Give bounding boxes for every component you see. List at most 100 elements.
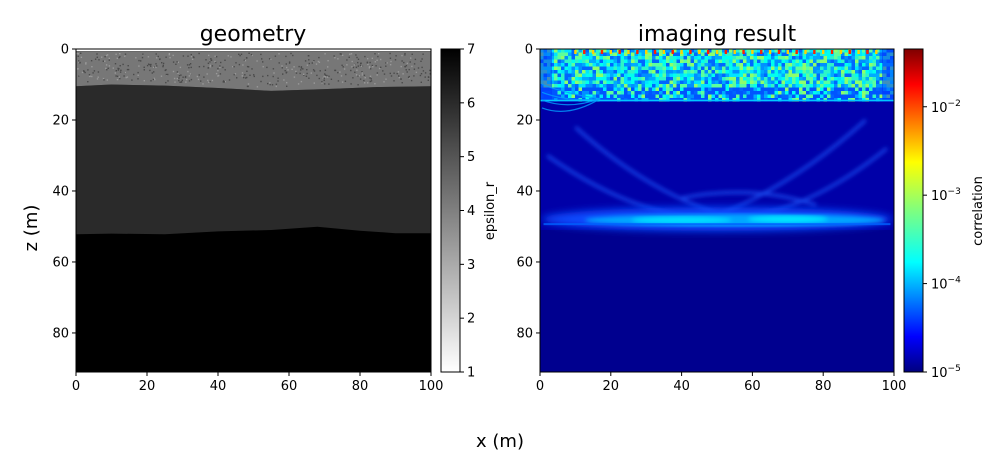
imaging-band-cell — [673, 80, 677, 84]
geometry-speckle-dot — [172, 54, 174, 57]
geometry-speckle-dot — [300, 67, 303, 69]
imaging-band-cell — [876, 59, 880, 63]
imaging-band-cell — [750, 73, 754, 77]
imaging-band-cell — [813, 63, 817, 67]
geometry-speckle-dot — [96, 53, 98, 55]
imaging-band-cell — [683, 91, 687, 95]
imaging-band-cell — [715, 84, 719, 88]
geometry-speckle-dot — [361, 74, 364, 76]
imaging-band-cell — [606, 49, 610, 53]
imaging-band-cell — [655, 70, 659, 74]
imaging-band-cell — [715, 91, 719, 95]
imaging-band-cell — [855, 56, 859, 60]
geometry-speckle-dot — [246, 70, 248, 72]
imaging-band-cell — [599, 66, 603, 70]
geometry-colorbar-tick-label: 1 — [467, 366, 475, 381]
imaging-antenna-marker — [839, 50, 843, 54]
imaging-band-cell — [879, 87, 883, 91]
imaging-band-cell — [620, 66, 624, 70]
imaging-band-cell — [694, 70, 698, 74]
imaging-band-cell — [641, 63, 645, 67]
imaging-band-cell — [743, 77, 747, 81]
imaging-band-cell — [816, 56, 820, 60]
imaging-band-cell — [571, 91, 575, 95]
imaging-band-cell — [701, 77, 705, 81]
geometry-speckle-dot — [271, 84, 274, 86]
imaging-band-cell — [627, 87, 631, 91]
imaging-band-cell — [788, 73, 792, 77]
imaging-band-cell — [648, 77, 652, 81]
imaging-antenna-marker — [822, 50, 825, 54]
geometry-speckle-dot — [217, 70, 219, 72]
imaging-band-cell — [736, 84, 740, 88]
imaging-band-cell — [645, 66, 649, 70]
geometry-speckle-dot — [118, 68, 120, 70]
imaging-band-cell — [634, 63, 638, 67]
imaging-band-cell — [851, 94, 855, 98]
imaging-band-cell — [610, 70, 614, 74]
geometry-speckle-dot — [241, 75, 243, 77]
geometry-speckle-dot — [398, 77, 400, 79]
imaging-band-cell — [599, 77, 603, 81]
imaging-band-cell — [753, 77, 757, 81]
imaging-band-cell — [743, 63, 747, 67]
imaging-band-cell — [655, 66, 659, 70]
imaging-band-cell — [771, 84, 775, 88]
imaging-band-cell — [771, 63, 775, 67]
imaging-band-cell — [592, 66, 596, 70]
imaging-antenna-marker — [866, 50, 869, 54]
geometry-xtick-label: 0 — [72, 379, 80, 394]
geometry-speckle-dot — [105, 67, 107, 70]
geometry-speckle-dot — [357, 75, 359, 77]
imaging-band-cell — [708, 84, 712, 88]
geometry-speckle-dot — [308, 62, 310, 65]
geometry-speckle-dot — [246, 65, 249, 68]
geometry-speckle-dot — [180, 81, 183, 83]
imaging-band-cell — [648, 63, 652, 67]
imaging-band-cell — [841, 63, 845, 67]
imaging-band-cell — [701, 59, 705, 63]
imaging-band-cell — [624, 66, 628, 70]
geometry-speckle-dot — [323, 77, 325, 80]
imaging-band-cell — [666, 87, 670, 91]
imaging-band-cell — [837, 77, 841, 81]
imaging-band-cell — [729, 80, 733, 84]
imaging-band-cell — [848, 91, 852, 95]
imaging-band-cell — [788, 66, 792, 70]
geometry-speckle-dot — [142, 53, 144, 55]
geometry-speckle-dot — [78, 60, 80, 62]
imaging-band-cell — [554, 73, 558, 77]
imaging-band-cell — [599, 87, 603, 91]
imaging-band-cell — [844, 59, 848, 63]
imaging-band-cell — [718, 73, 722, 77]
imaging-band-left-edge — [540, 49, 552, 101]
imaging-band-cell — [813, 77, 817, 81]
imaging-band-cell — [578, 77, 582, 81]
imaging-band-cell — [676, 80, 680, 84]
imaging-band-cell — [701, 70, 705, 74]
imaging-band-cell — [624, 84, 628, 88]
imaging-band-cell — [781, 73, 785, 77]
imaging-band-cell — [862, 56, 866, 60]
geometry-speckle-dot — [300, 80, 303, 83]
imaging-band-cell — [799, 80, 803, 84]
imaging-band-cell — [743, 84, 747, 88]
geometry-speckle-dot — [83, 70, 85, 73]
imaging-band-cell — [627, 56, 631, 60]
imaging-band-cell — [683, 59, 687, 63]
imaging-band-cell — [729, 87, 733, 91]
imaging-band-cell — [851, 84, 855, 88]
imaging-band-cell — [760, 56, 764, 60]
geometry-surface-air — [76, 49, 431, 51]
geometry-speckle-dot — [262, 66, 264, 68]
geometry-speckle-dot — [340, 53, 342, 55]
imaging-band-cell — [862, 63, 866, 67]
imaging-band-cell — [697, 59, 701, 63]
imaging-band-cell — [620, 87, 624, 91]
imaging-band-cell — [694, 94, 698, 98]
imaging-band-cell — [736, 91, 740, 95]
geometry-speckle-dot — [302, 68, 304, 70]
imaging-band-cell — [624, 87, 628, 91]
imaging-ytick-label: 20 — [516, 113, 533, 128]
geometry-speckle-dot — [197, 78, 200, 81]
